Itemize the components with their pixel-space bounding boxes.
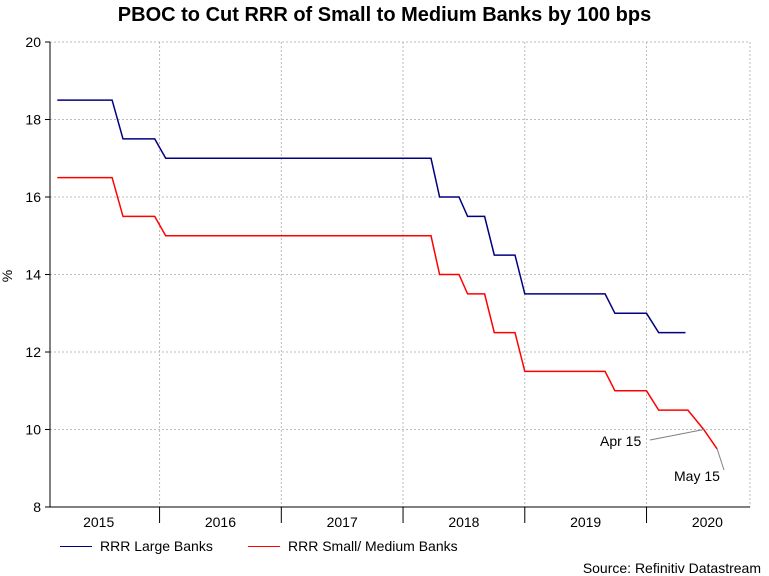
annotation-leader-may15 [716, 448, 725, 471]
x-tick-label: 2019 [570, 514, 601, 530]
y-tick-label: 18 [25, 112, 41, 128]
y-tick-label: 16 [25, 189, 41, 205]
y-tick-label: 12 [25, 344, 41, 360]
y-tick-label: 8 [33, 499, 41, 515]
y-tick-label: 14 [25, 267, 41, 283]
x-axis: 2015 2016 2017 2018 2019 2020 [50, 506, 750, 530]
legend-item-large-banks: RRR Large Banks [60, 538, 213, 554]
x-tick-label: 2020 [692, 514, 723, 530]
legend-swatch-small-medium-banks [248, 545, 280, 547]
chart-title: PBOC to Cut RRR of Small to Medium Banks… [117, 4, 652, 26]
series-line-small-medium-banks [57, 176, 718, 450]
annotation-label-apr15: Apr 15 [600, 433, 641, 449]
legend-label-large-banks: RRR Large Banks [100, 538, 213, 554]
annotations: Apr 15 May 15 [600, 429, 725, 484]
annotation-label-may15: May 15 [674, 468, 720, 484]
y-axis-label: % [0, 270, 15, 282]
series-group [57, 99, 718, 450]
y-tick-label: 20 [25, 34, 41, 50]
y-tick-label: 10 [25, 422, 41, 438]
y-axis: 8 10 12 14 16 18 20 [25, 34, 51, 515]
x-tick-label: 2017 [327, 514, 358, 530]
series-line-large-banks [57, 99, 686, 334]
legend-item-small-medium-banks: RRR Small/ Medium Banks [248, 538, 458, 554]
annotation-leader-apr15 [649, 429, 704, 441]
x-tick-label: 2016 [205, 514, 236, 530]
grid [50, 41, 751, 507]
legend-label-small-medium-banks: RRR Small/ Medium Banks [288, 538, 458, 554]
x-tick-label: 2018 [448, 514, 479, 530]
source-note: Source: Refinitiv Datastream [582, 560, 761, 576]
x-tick-label: 2015 [83, 514, 114, 530]
legend-swatch-large-banks [60, 545, 92, 547]
